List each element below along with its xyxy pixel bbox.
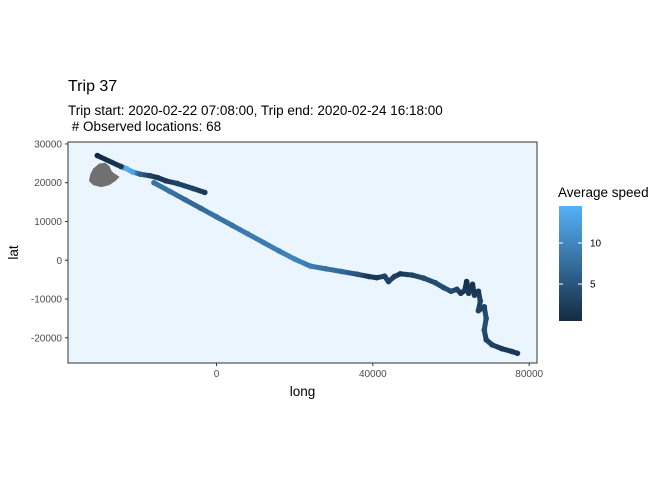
location-point-38 [461,287,468,294]
location-point-29 [391,273,398,280]
location-point-40 [465,290,472,297]
location-point-2 [123,165,130,172]
location-point-21 [307,263,314,269]
location-point-1 [117,163,124,170]
location-point-5 [147,172,153,179]
location-point-24 [354,271,361,278]
location-point-7 [162,177,169,184]
location-point-33 [432,279,439,286]
location-point-47 [483,315,489,322]
location-point-15 [213,214,220,220]
location-point-35 [448,288,454,295]
location-point-37 [457,290,464,297]
legend-tick-label: 5 [590,280,596,291]
location-point-13 [182,196,189,203]
location-point-25 [366,273,372,280]
location-point-41 [469,281,476,288]
y-tick-label: 0 [56,256,62,267]
location-point-6 [155,174,161,181]
location-point-45 [475,307,482,314]
legend-title: Average speed [558,185,649,200]
location-point-10 [201,189,208,196]
location-point-48 [481,327,488,333]
location-point-17 [244,231,251,237]
location-point-4 [137,171,144,177]
location-point-26 [373,274,380,281]
chart-subtitle: Trip start: 2020-02-22 07:08:00, Trip en… [68,103,443,135]
location-point-52 [508,348,515,355]
location-point-49 [483,336,489,343]
location-point-31 [409,272,415,278]
location-point-27 [381,273,388,279]
location-point-3 [129,169,136,175]
location-point-14 [198,205,204,212]
y-tick-label: -20000 [31,333,63,344]
location-point-16 [229,222,235,229]
subtitle-line-observed-locations: # Observed locations: 68 [68,119,222,134]
y-tick-label: -10000 [31,295,63,306]
location-point-22 [323,265,329,272]
location-point-34 [440,284,447,291]
location-point-44 [477,298,484,304]
location-point-36 [454,286,460,293]
location-point-8 [174,180,181,187]
location-point-28 [385,278,392,285]
location-point-19 [276,248,282,254]
location-point-11 [151,179,157,186]
location-point-30 [397,271,404,277]
chart-title: Trip 37 [68,78,118,95]
location-point-18 [260,239,267,246]
y-tick-label: 30000 [34,139,62,150]
land-polygon [88,162,120,188]
legend-tick-label: 10 [590,238,602,249]
x-axis-label: long [290,384,316,399]
y-tick-label: 10000 [34,217,62,228]
legend-colorbar [559,206,582,321]
plot-panel [68,142,537,363]
location-point-9 [190,185,196,192]
x-tick-label: 80000 [515,369,543,380]
y-tick-label: 20000 [34,178,62,189]
x-tick-label: 40000 [359,369,387,380]
y-axis-label: lat [6,245,21,260]
location-point-42 [471,292,478,298]
location-point-39 [463,278,470,285]
location-point-0 [94,152,101,159]
location-point-43 [475,288,482,295]
location-point-12 [166,188,173,195]
location-point-46 [481,303,488,310]
location-point-53 [514,350,521,357]
plot-panel-border [67,141,538,364]
location-point-51 [499,345,505,352]
subtitle-line-trip-times: Trip start: 2020-02-22 07:08:00, Trip en… [68,103,443,118]
location-point-32 [420,275,427,281]
location-point-50 [489,341,495,348]
location-point-23 [338,268,345,275]
x-tick-label: 0 [214,369,220,380]
location-point-20 [291,256,298,262]
